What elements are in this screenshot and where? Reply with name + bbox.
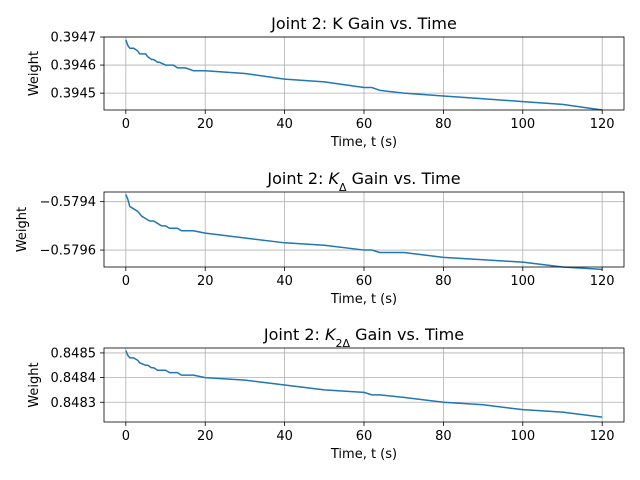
y-tick-label: 0.3945 — [51, 87, 97, 102]
x-tick-label: 100 — [510, 117, 535, 132]
x-tick-label: 0 — [122, 274, 130, 289]
subplot-1: 0 20 40 60 80 100 120 0.3945 0.3946 0.3947 Joint 2… — [27, 14, 625, 150]
y-tick-label: 0.8485 — [51, 346, 97, 361]
x-tick-label: 60 — [356, 429, 373, 444]
x-axis-label: Time, t (s) — [330, 135, 397, 150]
x-tick-label: 60 — [356, 274, 373, 289]
chart-title: Joint 2: K2Δ Gain vs. Time — [263, 325, 464, 350]
y-tick-label: 0.3947 — [51, 31, 97, 46]
x-tick-label: 120 — [590, 117, 615, 132]
y-axis-label: Weight — [15, 207, 30, 252]
x-tick-label: 0 — [122, 117, 130, 132]
x-tick-label: 20 — [197, 429, 214, 444]
y-tick-label: 0.3946 — [51, 59, 97, 74]
x-tick-label: 40 — [276, 429, 293, 444]
x-tick-label: 40 — [276, 274, 293, 289]
x-tick-label: 120 — [590, 429, 615, 444]
x-tick-label: 80 — [435, 274, 452, 289]
series-line — [125, 350, 603, 418]
x-tick-label: 80 — [435, 429, 452, 444]
x-tick-label: 120 — [590, 274, 615, 289]
subplot-3: 0 20 40 60 80 100 120 0.8483 0.8484 0.8485 Joint 2… — [27, 325, 625, 462]
chart-title: Joint 2: KΔ Gain vs. Time — [266, 169, 460, 194]
x-tick-label: 60 — [356, 117, 373, 132]
x-tick-label: 100 — [510, 429, 535, 444]
x-axis-label: Time, t (s) — [330, 292, 397, 307]
x-tick-label: 20 — [197, 274, 214, 289]
x-tick-label: 100 — [510, 274, 535, 289]
x-tick-label: 40 — [276, 117, 293, 132]
series-line — [125, 39, 603, 111]
x-tick-label: 20 — [197, 117, 214, 132]
y-tick-label: 0.8484 — [51, 371, 97, 386]
y-axis-label: Weight — [27, 51, 42, 96]
y-tick-label: −0.5794 — [40, 195, 96, 210]
x-tick-label: 80 — [435, 117, 452, 132]
series-line — [125, 194, 603, 271]
chart-title: Joint 2: K Gain vs. Time — [270, 14, 457, 33]
subplot-2: 0 20 40 60 80 100 120 −0.5796 −0.5794 Joint 2: KΔ… — [15, 169, 625, 307]
y-axis-label: Weight — [27, 362, 42, 407]
x-axis-label: Time, t (s) — [330, 447, 397, 462]
x-tick-label: 0 — [122, 429, 130, 444]
y-tick-label: −0.5796 — [40, 244, 96, 259]
y-tick-label: 0.8483 — [51, 396, 97, 411]
